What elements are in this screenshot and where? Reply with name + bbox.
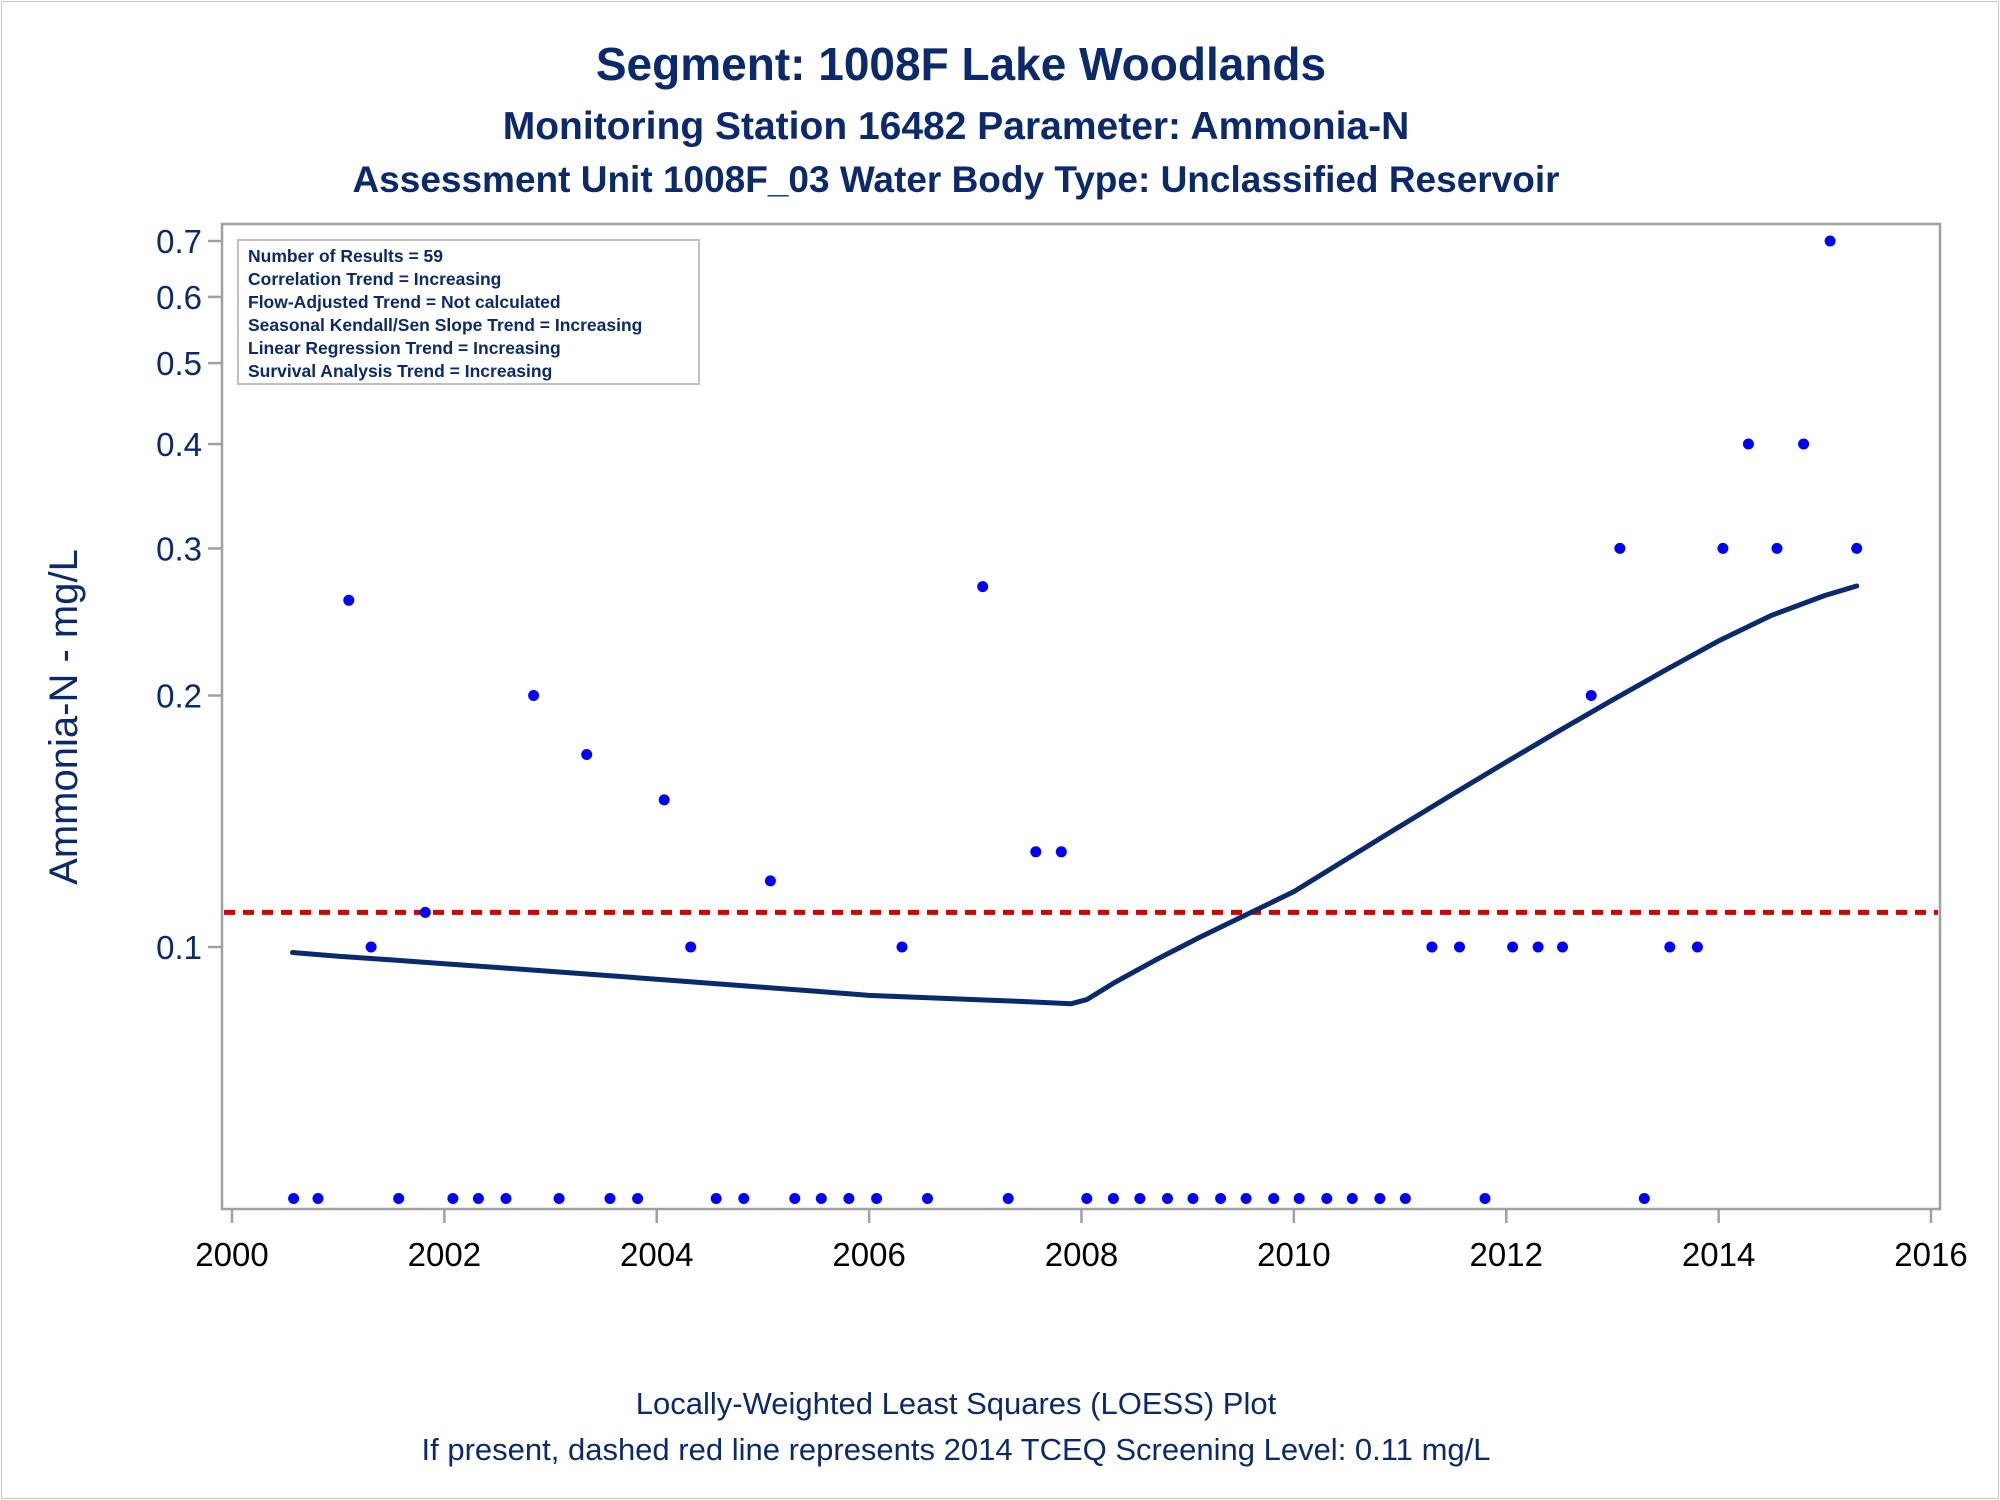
data-point: [1374, 1193, 1386, 1204]
y-tick-label: 0.7: [156, 223, 202, 260]
x-tick-label: 2006: [832, 1236, 905, 1273]
data-point: [1030, 846, 1042, 858]
data-point: [1851, 542, 1863, 554]
data-point: [1771, 542, 1783, 554]
loess-layer: [290, 583, 1860, 1007]
data-point: [896, 941, 908, 953]
inset-line: Seasonal Kendall/Sen Slope Trend = Incre…: [248, 315, 642, 335]
data-point: [365, 941, 377, 953]
data-point: [1454, 941, 1465, 953]
data-point: [632, 1193, 644, 1204]
data-points-layer: [288, 235, 1863, 1204]
y-tick-label: 0.6: [156, 279, 202, 316]
y-tick-label: 0.1: [156, 929, 202, 966]
data-point: [472, 1193, 484, 1204]
x-tick-label: 2016: [1894, 1236, 1967, 1273]
data-point: [1107, 1193, 1119, 1204]
x-axis: 2000 2002 2004 2006 2008 2010 2012 2014 2016: [195, 1209, 1968, 1273]
data-point: [685, 941, 697, 953]
data-point: [1162, 1193, 1173, 1204]
data-point: [343, 594, 355, 606]
data-point: [288, 1193, 300, 1204]
y-tick-label: 0.5: [156, 345, 202, 382]
trend-summary-box: Number of Results = 59 Correlation Trend…: [237, 239, 700, 385]
data-point: [1268, 1193, 1280, 1204]
data-point: [922, 1193, 933, 1204]
data-point: [500, 1193, 512, 1204]
footnote-loess: Locally-Weighted Least Squares (LOESS) P…: [636, 1386, 1277, 1421]
y-tick-label: 0.3: [156, 530, 202, 567]
chart-subtitle: Monitoring Station 16482 Parameter: Ammo…: [503, 105, 1410, 148]
data-point: [1399, 1193, 1411, 1204]
data-point: [1742, 438, 1754, 450]
y-tick-label: 0.2: [156, 678, 202, 715]
data-point: [604, 1193, 616, 1204]
data-point: [1134, 1193, 1146, 1204]
inset-line: Flow-Adjusted Trend = Not calculated: [248, 292, 561, 312]
data-point: [1691, 941, 1703, 953]
data-point: [1717, 542, 1729, 554]
data-point: [738, 1193, 750, 1204]
data-point: [1664, 941, 1676, 953]
x-tick-label: 2010: [1257, 1236, 1330, 1273]
data-point: [1002, 1193, 1014, 1204]
x-tick-label: 2014: [1682, 1236, 1755, 1273]
data-point: [658, 794, 670, 806]
data-point: [1187, 1193, 1199, 1204]
inset-line: Survival Analysis Trend = Increasing: [248, 361, 552, 381]
data-point: [710, 1193, 722, 1204]
data-point: [1585, 690, 1597, 701]
data-point: [1638, 1193, 1650, 1204]
inset-line: Linear Regression Trend = Increasing: [248, 338, 561, 358]
x-tick-label: 2000: [195, 1236, 268, 1273]
inset-line: Correlation Trend = Increasing: [248, 269, 501, 289]
data-point: [1798, 438, 1810, 450]
data-point: [553, 1193, 565, 1204]
data-point: [977, 581, 989, 593]
data-point: [1215, 1193, 1227, 1204]
data-point: [393, 1193, 405, 1204]
data-point: [789, 1193, 801, 1204]
data-point: [528, 690, 540, 701]
data-point: [1346, 1193, 1358, 1204]
y-axis: 0.1 0.2 0.3 0.4 0.5 0.6 0.7: [156, 223, 222, 966]
data-point: [447, 1193, 459, 1204]
chart-title: Segment: 1008F Lake Woodlands: [596, 38, 1326, 90]
data-point: [1479, 1193, 1491, 1204]
data-point: [1240, 1193, 1252, 1204]
data-point: [843, 1193, 855, 1204]
data-point: [764, 875, 776, 887]
footnote-screening: If present, dashed red line represents 2…: [422, 1432, 1491, 1467]
loess-curve: [290, 583, 1860, 1007]
x-tick-label: 2004: [620, 1236, 693, 1273]
data-point: [871, 1193, 883, 1204]
data-point: [1321, 1193, 1333, 1204]
data-point: [1532, 941, 1544, 953]
data-point: [1426, 941, 1438, 953]
data-point: [1293, 1193, 1305, 1204]
data-point: [1507, 941, 1519, 953]
data-point: [1081, 1193, 1093, 1204]
x-tick-label: 2002: [408, 1236, 481, 1273]
x-tick-label: 2008: [1045, 1236, 1118, 1273]
trend-summary-frame: [237, 239, 700, 385]
x-tick-label: 2012: [1470, 1236, 1543, 1273]
data-point: [815, 1193, 827, 1204]
data-point: [312, 1193, 324, 1204]
data-point: [581, 749, 593, 760]
y-axis-label: Ammonia-N - mg/L: [42, 549, 86, 885]
chart-subtitle-assessment: Assessment Unit 1008F_03 Water Body Type…: [352, 159, 1559, 200]
data-point: [1824, 235, 1836, 247]
data-point: [1055, 846, 1067, 858]
data-point: [1614, 542, 1626, 554]
y-tick-label: 0.4: [156, 426, 202, 463]
data-point: [1557, 941, 1568, 953]
inset-line: Number of Results = 59: [248, 246, 443, 266]
data-point: [419, 906, 431, 918]
